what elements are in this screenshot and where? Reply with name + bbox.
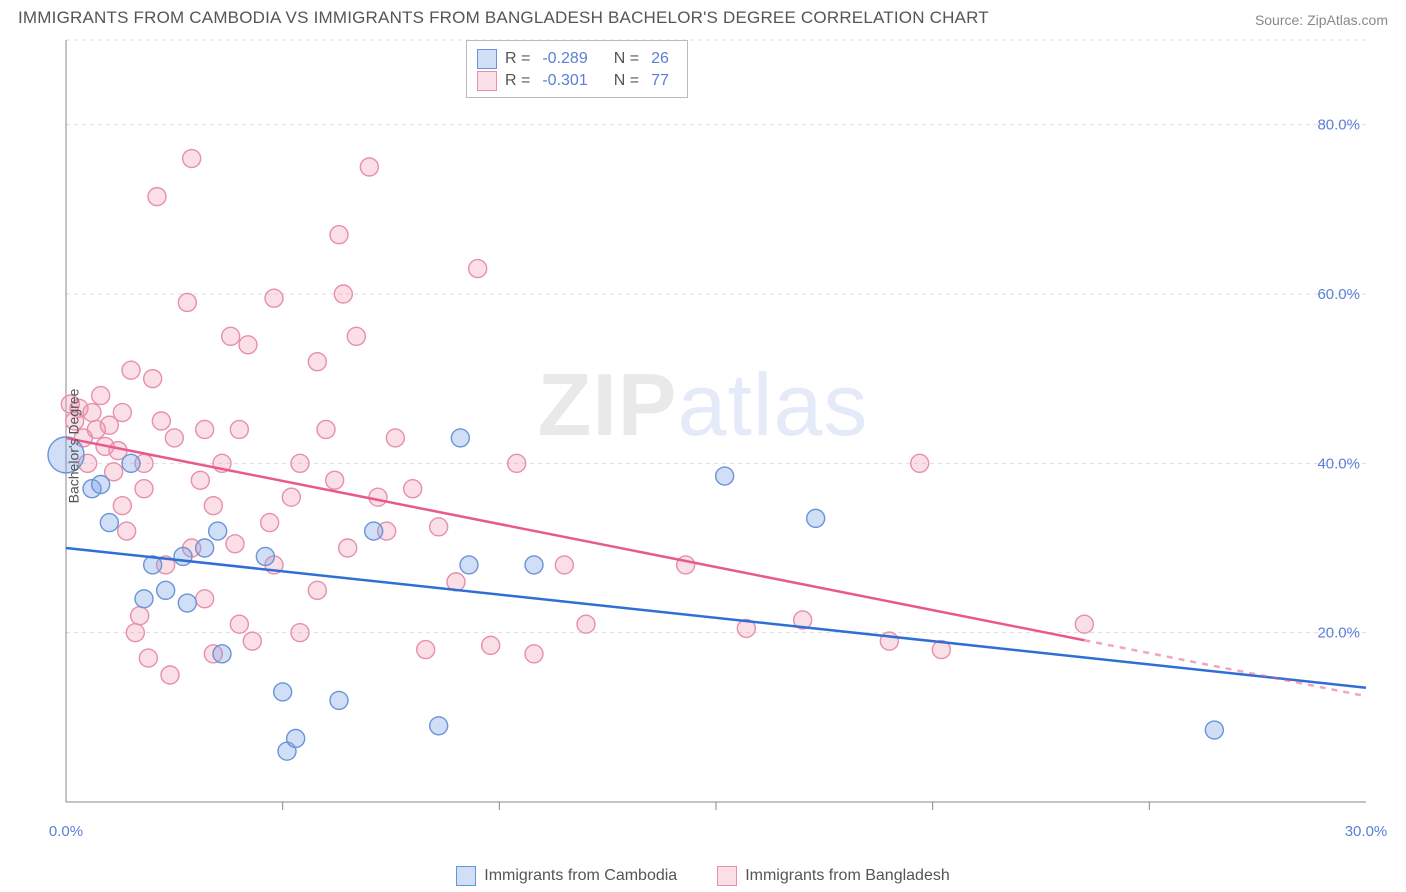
legend-r-label: R = [505,72,530,90]
svg-text:20.0%: 20.0% [1317,625,1360,642]
legend-n-value: 26 [651,50,669,68]
chart-source: Source: ZipAtlas.com [1255,12,1388,28]
svg-text:40.0%: 40.0% [1317,455,1360,472]
y-axis-label: Bachelor's Degree [65,389,81,504]
legend-r-value: -0.289 [542,50,587,68]
chart-title: IMMIGRANTS FROM CAMBODIA VS IMMIGRANTS F… [18,8,989,28]
legend-n-label: N = [614,72,639,90]
legend-item: Immigrants from Bangladesh [717,866,950,886]
legend-swatch [477,49,497,69]
stats-legend: R = -0.289 N = 26 R = -0.301 N = 77 [466,40,688,98]
legend-r-value: -0.301 [542,72,587,90]
series-legend: Immigrants from Cambodia Immigrants from … [0,866,1406,886]
legend-swatch [477,71,497,91]
stats-legend-row: R = -0.301 N = 77 [477,71,669,91]
legend-swatch [456,866,476,886]
svg-text:0.0%: 0.0% [49,823,83,840]
legend-series-name: Immigrants from Cambodia [484,867,677,885]
legend-n-value: 77 [651,72,669,90]
svg-text:60.0%: 60.0% [1317,286,1360,303]
svg-text:80.0%: 80.0% [1317,117,1360,134]
legend-swatch [717,866,737,886]
chart-container: Bachelor's Degree 20.0% 40.0% 60.0% 80.0% 0.… [18,32,1388,860]
legend-n-label: N = [614,50,639,68]
legend-series-name: Immigrants from Bangladesh [745,867,950,885]
legend-r-label: R = [505,50,530,68]
scatter-chart: 20.0% 40.0% 60.0% 80.0% 0.0% 30.0% [18,32,1388,860]
svg-text:30.0%: 30.0% [1345,823,1388,840]
legend-item: Immigrants from Cambodia [456,866,677,886]
stats-legend-row: R = -0.289 N = 26 [477,49,669,69]
